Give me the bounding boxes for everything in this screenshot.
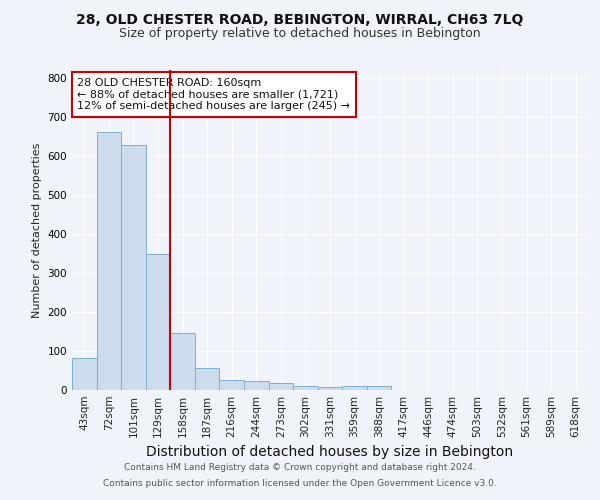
Bar (367, 386, 391, 390)
Bar (170, 334, 195, 390)
Y-axis label: Number of detached properties: Number of detached properties (32, 142, 42, 318)
Bar (293, 386, 318, 390)
Bar (318, 387, 342, 390)
Bar (269, 383, 293, 390)
X-axis label: Distribution of detached houses by size in Bebington: Distribution of detached houses by size … (146, 446, 514, 460)
Bar (220, 380, 244, 390)
Bar (72, 358, 97, 390)
Bar (121, 145, 146, 390)
Bar (244, 382, 269, 390)
Text: 28, OLD CHESTER ROAD, BEBINGTON, WIRRAL, CH63 7LQ: 28, OLD CHESTER ROAD, BEBINGTON, WIRRAL,… (76, 12, 524, 26)
Text: Contains HM Land Registry data © Crown copyright and database right 2024.: Contains HM Land Registry data © Crown c… (124, 464, 476, 472)
Bar (146, 254, 170, 390)
Bar (195, 368, 220, 390)
Text: Contains public sector information licensed under the Open Government Licence v3: Contains public sector information licen… (103, 478, 497, 488)
Bar (97, 132, 121, 390)
Text: 28 OLD CHESTER ROAD: 160sqm
← 88% of detached houses are smaller (1,721)
12% of : 28 OLD CHESTER ROAD: 160sqm ← 88% of det… (77, 78, 350, 111)
Bar (342, 386, 367, 390)
Text: Size of property relative to detached houses in Bebington: Size of property relative to detached ho… (119, 28, 481, 40)
